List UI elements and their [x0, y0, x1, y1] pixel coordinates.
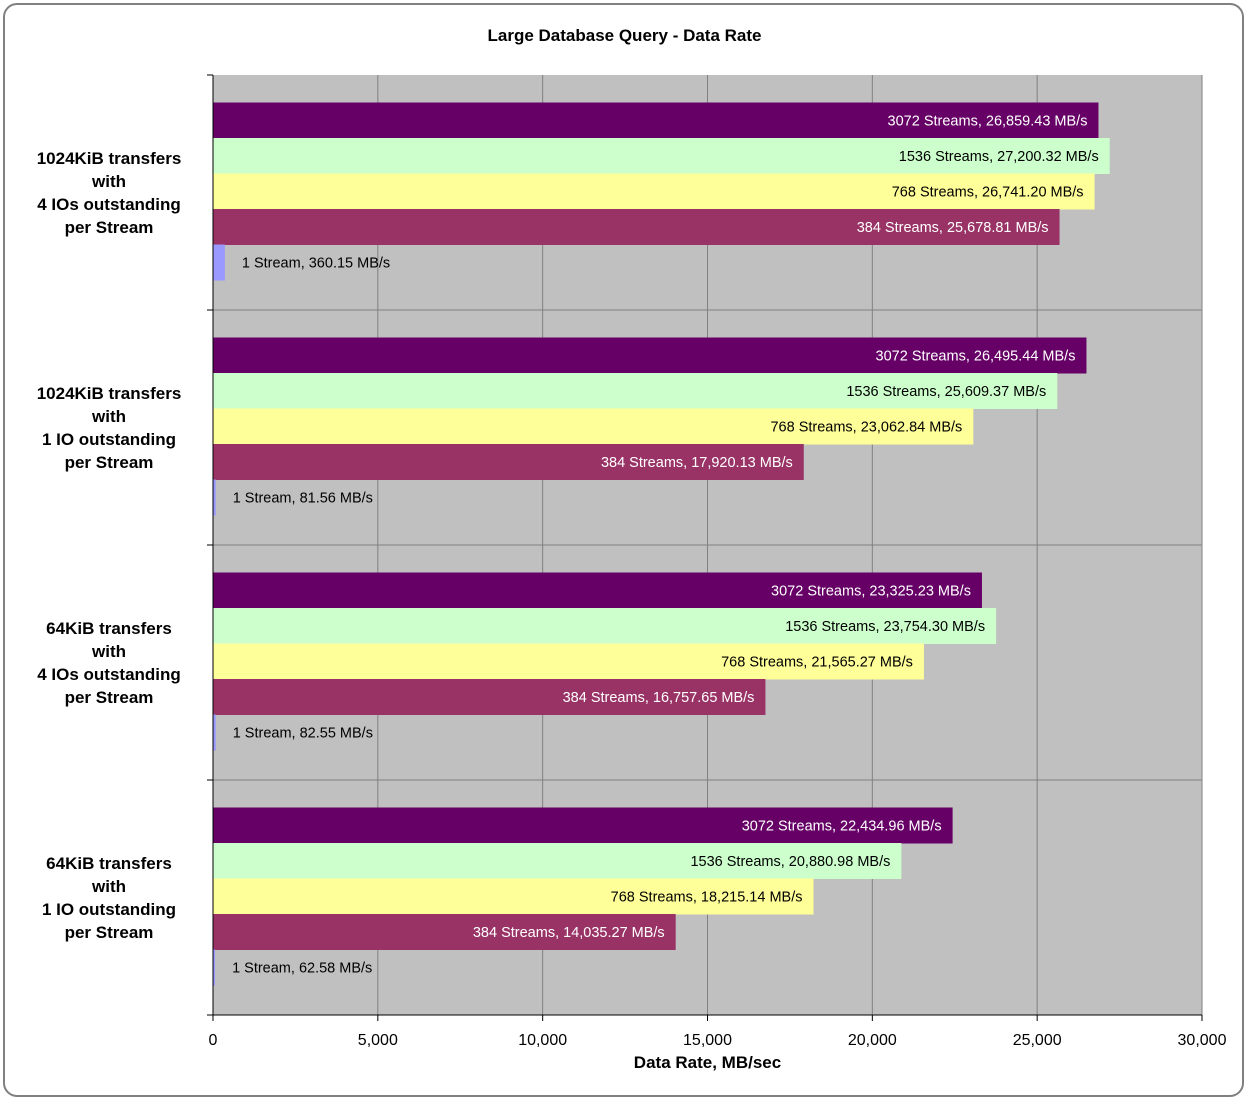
data-label: 1 Stream, 82.55 MB/s [233, 725, 373, 741]
data-label: 1536 Streams, 25,609.37 MB/s [846, 384, 1046, 400]
data-label: 768 Streams, 23,062.84 MB/s [770, 419, 962, 435]
category-label-line: with [92, 406, 126, 426]
category-label-line: 1 IO outstanding [41, 429, 177, 449]
category-label-line: with [92, 641, 126, 661]
bar [213, 679, 766, 715]
x-tick-label: 15,000 [683, 1032, 732, 1049]
data-label: 384 Streams, 25,678.81 MB/s [857, 220, 1049, 236]
bar [213, 843, 902, 879]
category-label-line: 4 IOs outstanding [37, 194, 181, 214]
data-label: 3072 Streams, 23,325.23 MB/s [771, 583, 971, 599]
x-tick-label: 10,000 [518, 1032, 567, 1049]
category-label-line: per Stream [64, 687, 154, 707]
data-label: 1 Stream, 81.56 MB/s [233, 490, 373, 506]
category-label-line: 64KiB transfers [46, 618, 172, 638]
data-label: 1 Stream, 62.58 MB/s [232, 960, 372, 976]
bar [213, 102, 1099, 139]
bar [213, 138, 1110, 174]
category-label-line: 4 IOs outstanding [37, 664, 181, 684]
data-label: 384 Streams, 16,757.65 MB/s [563, 690, 755, 706]
bar [213, 714, 216, 751]
category-label-line: with [92, 171, 126, 191]
x-tick-label: 20,000 [848, 1032, 897, 1049]
category-label-line: 1 IO outstanding [41, 899, 177, 919]
bar [213, 608, 997, 644]
x-tick-label: 30,000 [1178, 1032, 1227, 1049]
bar [213, 337, 1087, 374]
category-label-line: per Stream [64, 217, 154, 237]
x-tick-label: 5,000 [358, 1032, 398, 1049]
data-label: 768 Streams, 26,741.20 MB/s [892, 184, 1084, 200]
data-label: 3072 Streams, 22,434.96 MB/s [742, 818, 942, 834]
x-tick-label: 0 [209, 1032, 218, 1049]
data-label: 768 Streams, 21,565.27 MB/s [721, 654, 913, 670]
bar [213, 878, 814, 915]
category-label-line: 1024KiB transfers [36, 383, 182, 403]
category-label-line: per Stream [64, 922, 154, 942]
category-label: 64KiB transfers with 1 IO outstanding per S… [10, 852, 208, 944]
bar [213, 373, 1058, 409]
bar [213, 479, 216, 516]
bar [213, 244, 225, 281]
chart-title: Large Database Query - Data Rate [487, 26, 762, 45]
bar [213, 643, 924, 680]
data-label: 1536 Streams, 23,754.30 MB/s [785, 619, 985, 635]
category-label-line: with [92, 876, 126, 896]
category-label-line: per Stream [64, 452, 154, 472]
bar [213, 209, 1060, 245]
data-label: 1536 Streams, 20,880.98 MB/s [690, 854, 890, 870]
bar [213, 914, 676, 950]
bar [213, 173, 1095, 210]
data-label: 384 Streams, 14,035.27 MB/s [473, 925, 665, 941]
data-label: 3072 Streams, 26,859.43 MB/s [888, 113, 1088, 129]
bar [213, 949, 216, 986]
data-label: 384 Streams, 17,920.13 MB/s [601, 455, 793, 471]
bar [213, 572, 982, 609]
category-label: 64KiB transfers with 4 IOs outstanding per … [10, 617, 208, 709]
bar [213, 444, 804, 480]
category-label: 1024KiB transfers with 1 IO outstanding per… [10, 382, 208, 474]
category-label-line: 64KiB transfers [46, 853, 172, 873]
category-label-line: 1024KiB transfers [36, 148, 182, 168]
category-label: 1024KiB transfers with 4 IOs outstanding pe… [10, 147, 208, 239]
x-axis-label: Data Rate, MB/sec [633, 1053, 782, 1072]
bar [213, 408, 974, 445]
bar [213, 807, 953, 844]
data-label: 1536 Streams, 27,200.32 MB/s [899, 149, 1099, 165]
data-label: 1 Stream, 360.15 MB/s [242, 255, 390, 271]
x-tick-label: 25,000 [1013, 1032, 1062, 1049]
data-label: 3072 Streams, 26,495.44 MB/s [876, 348, 1076, 364]
data-label: 768 Streams, 18,215.14 MB/s [611, 889, 803, 905]
